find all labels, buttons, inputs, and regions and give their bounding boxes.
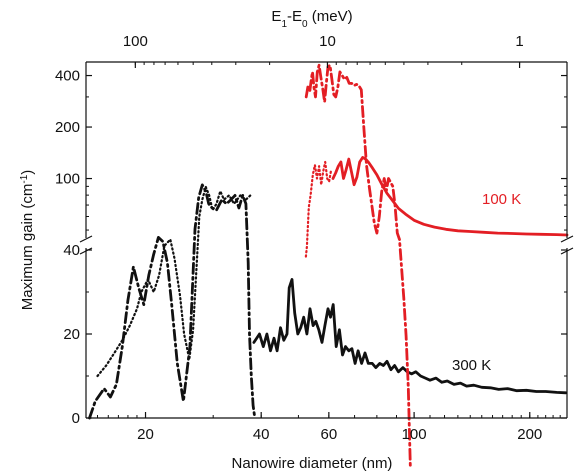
x2-tick-label: 1 xyxy=(515,33,523,50)
x2-tick-label: 100 xyxy=(123,33,148,50)
plot-lines xyxy=(88,63,569,471)
y-lower-tick-label: 20 xyxy=(63,326,80,343)
series-label-300k: 300 K xyxy=(452,357,491,374)
top-axis-title: E1-E0 (meV) xyxy=(271,8,352,30)
series-line-100k-solid xyxy=(331,155,569,237)
axis-break-right-b xyxy=(560,247,574,255)
axis-break-left-b xyxy=(79,247,93,255)
x-tick-label: 40 xyxy=(253,426,270,443)
x-tick-label: 200 xyxy=(517,426,542,443)
y-upper-tick-label: 100 xyxy=(55,171,80,188)
y-lower-tick-label: 0 xyxy=(72,410,80,427)
axis-break-right-a xyxy=(560,235,574,243)
y-upper-tick-label: 200 xyxy=(55,119,80,136)
x-tick-label: 20 xyxy=(137,426,154,443)
axis-break-left-a xyxy=(79,235,93,243)
series-line-300k-dashdot xyxy=(88,183,257,420)
x-tick-label: 100 xyxy=(402,426,427,443)
x-tick-label: 60 xyxy=(321,426,338,443)
plot-frame xyxy=(79,61,574,419)
series-line-300k-solid xyxy=(252,277,568,395)
x-axis-title: Nanowire diameter (nm) xyxy=(232,455,393,472)
x2-tick-label: 10 xyxy=(319,33,336,50)
y-axis-title: Maximum gain (cm-1) xyxy=(19,170,37,311)
series-line-100k-dashdot xyxy=(304,63,412,471)
y-lower-tick-label: 40 xyxy=(63,242,80,259)
y-upper-tick-label: 400 xyxy=(55,68,80,85)
series-line-100k-dotted xyxy=(304,160,333,258)
series-line-300k-dotted xyxy=(96,185,252,378)
series-label-100k: 100 K xyxy=(482,191,521,208)
